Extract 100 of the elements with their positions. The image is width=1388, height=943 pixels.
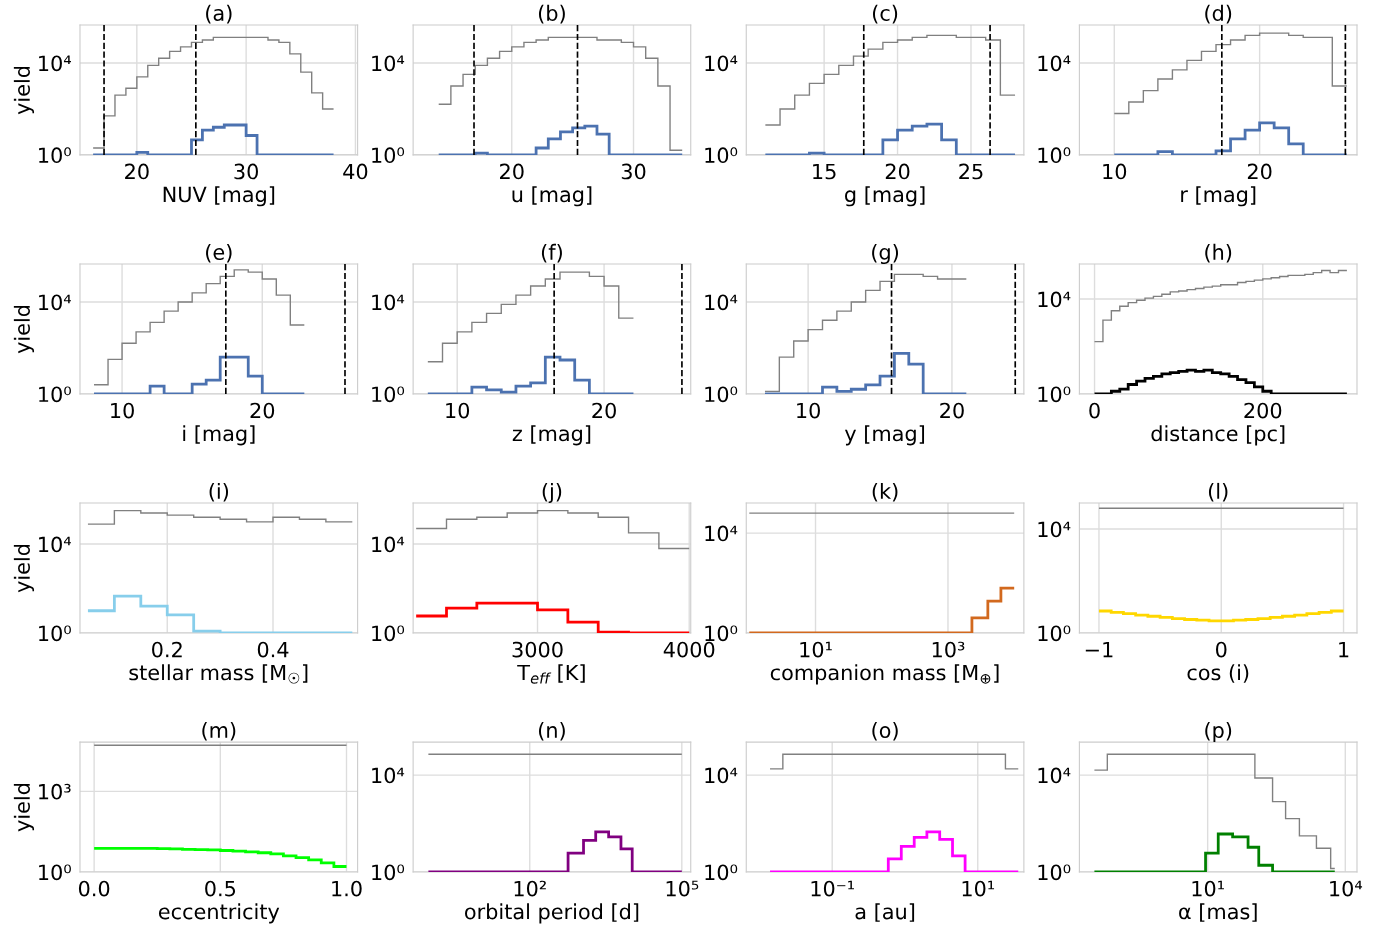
x-tick-label: 25 (959, 163, 983, 180)
chart-title: (d) (1205, 4, 1232, 24)
x-tick-label: 10⁻¹ (811, 880, 854, 897)
y-tick-label: 10⁰ (39, 386, 71, 403)
x-tick-label: 4000 (663, 641, 715, 658)
x-axis-title: z [mag] (512, 425, 591, 446)
x-axis-title: cos (i) (1187, 664, 1249, 683)
x-tick-label: 0 (1216, 641, 1227, 658)
y-tick-label: 10⁴ (39, 536, 72, 553)
y-tick-label: 10⁰ (372, 386, 405, 403)
y-tick-label: 10³ (39, 783, 71, 800)
x-axis-title: α [mas] (1179, 903, 1257, 922)
y-axis-title: yield (13, 305, 35, 354)
x-axis-title: a [au] (855, 903, 915, 922)
y-tick-label: 10⁴ (39, 294, 72, 311)
y-tick-label: 10⁰ (1038, 625, 1071, 642)
y-tick-label: 10⁰ (1038, 147, 1071, 164)
chart-title: (l) (1208, 482, 1228, 502)
x-tick-label: 0.2 (152, 641, 182, 658)
y-tick-label: 10⁰ (705, 386, 738, 403)
y-tick-label: 10⁴ (705, 55, 738, 72)
x-tick-label: 0.0 (78, 880, 110, 897)
y-tick-label: 10⁰ (39, 864, 71, 881)
x-axis-title: distance [pc] (1151, 425, 1285, 446)
chart-title: (n) (539, 721, 565, 741)
y-tick-label: 10⁴ (705, 525, 738, 542)
y-tick-label: 10⁰ (39, 147, 71, 164)
x-tick-label: 10 (1103, 163, 1127, 180)
x-tick-label: 20 (125, 163, 149, 180)
x-tick-label: 30 (234, 163, 258, 180)
y-axis-title: yield (13, 66, 35, 115)
y-tick-label: 10⁴ (1038, 291, 1071, 308)
y-tick-label: 10⁴ (705, 294, 738, 311)
x-axis-title: u [mag] (512, 186, 592, 207)
x-tick-label: 20 (250, 402, 275, 419)
y-tick-label: 10⁴ (39, 55, 72, 72)
x-tick-label: 0.5 (205, 880, 236, 897)
chart-title: (g) (872, 243, 899, 265)
y-tick-label: 10⁰ (39, 625, 71, 642)
x-tick-label: 20 (885, 163, 910, 180)
y-tick-label: 10⁴ (1038, 521, 1071, 538)
x-axis-title: orbital period [d] (465, 903, 639, 924)
chart-title: (f) (541, 243, 562, 263)
x-axis-title: stellar mass [M$_{☉}$] (129, 664, 308, 684)
x-tick-label: 0 (1089, 402, 1100, 419)
chart-title: (m) (202, 721, 236, 741)
y-axis-title: yield (13, 783, 35, 832)
x-axis-title: y [mag] (844, 425, 925, 446)
x-tick-label: 20 (592, 402, 616, 419)
y-tick-label: 10⁰ (705, 147, 738, 164)
y-tick-label: 10⁴ (372, 294, 405, 311)
y-tick-label: 10⁰ (372, 864, 405, 881)
x-tick-label: 20 (1247, 163, 1272, 180)
y-axis-title: yield (13, 544, 35, 593)
x-tick-label: 10⁴ (1330, 880, 1363, 897)
x-tick-label: 40 (343, 163, 368, 180)
chart-title: (o) (872, 721, 898, 741)
y-tick-label: 10⁴ (1038, 767, 1071, 784)
x-axis-title: g [mag] (845, 186, 925, 207)
x-tick-label: 20 (500, 163, 524, 180)
y-tick-label: 10⁴ (705, 767, 738, 784)
y-tick-label: 10⁰ (1038, 864, 1071, 881)
x-axis-title: T$_{eff}$ [K] (517, 664, 585, 684)
x-axis-title: r [mag] (1181, 186, 1256, 207)
x-axis-title: companion mass [M$_{⊕}$] (770, 664, 999, 685)
x-tick-label: 1 (1339, 641, 1349, 658)
x-tick-label: 10¹ (962, 880, 995, 897)
x-tick-label: 30 (621, 163, 646, 180)
x-tick-label: 10³ (932, 641, 965, 658)
x-tick-label: 200 (1244, 402, 1282, 419)
x-tick-label: 15 (813, 163, 836, 180)
y-tick-label: 10⁰ (372, 625, 405, 642)
chart-title: (k) (872, 482, 898, 502)
x-tick-label: 10 (111, 402, 134, 419)
x-axis-title: i [mag] (183, 425, 255, 446)
chart-title: (p) (1205, 721, 1232, 743)
x-tick-label: 10⁵ (666, 880, 699, 897)
x-tick-label: 10² (514, 880, 546, 897)
chart-title: (a) (206, 4, 232, 24)
y-tick-label: 10⁴ (372, 536, 405, 553)
y-tick-label: 10⁰ (705, 625, 738, 642)
x-axis-title: NUV [mag] (163, 186, 275, 207)
x-tick-label: 10¹ (800, 641, 832, 658)
chart-title: (c) (873, 4, 898, 24)
y-tick-label: 10⁴ (372, 767, 405, 784)
x-tick-label: 20 (940, 402, 964, 419)
y-tick-label: 10⁰ (705, 864, 738, 881)
x-tick-label: −1 (1085, 641, 1113, 658)
x-tick-label: 10 (797, 402, 820, 419)
x-axis-title: eccentricity (158, 903, 280, 924)
chart-title: (j) (542, 482, 562, 504)
y-tick-label: 10⁰ (1038, 386, 1071, 403)
chart-title: (i) (209, 482, 229, 502)
x-tick-label: 10¹ (1192, 880, 1224, 897)
x-tick-label: 0.4 (257, 641, 289, 658)
x-tick-label: 10 (446, 402, 470, 419)
y-tick-label: 10⁴ (1038, 55, 1071, 72)
chart-title: (b) (538, 4, 565, 24)
chart-title: (e) (206, 243, 232, 263)
y-tick-label: 10⁰ (372, 147, 405, 164)
